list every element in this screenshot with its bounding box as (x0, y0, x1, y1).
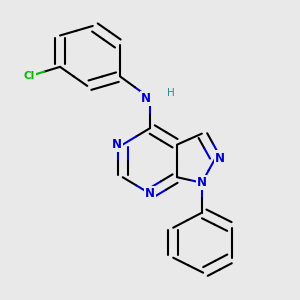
Text: N: N (145, 187, 155, 200)
Text: N: N (197, 176, 207, 189)
Text: N: N (112, 138, 122, 151)
Text: H: H (167, 88, 174, 98)
Text: N: N (141, 92, 151, 105)
Text: N: N (215, 152, 225, 165)
Text: Cl: Cl (23, 71, 34, 81)
